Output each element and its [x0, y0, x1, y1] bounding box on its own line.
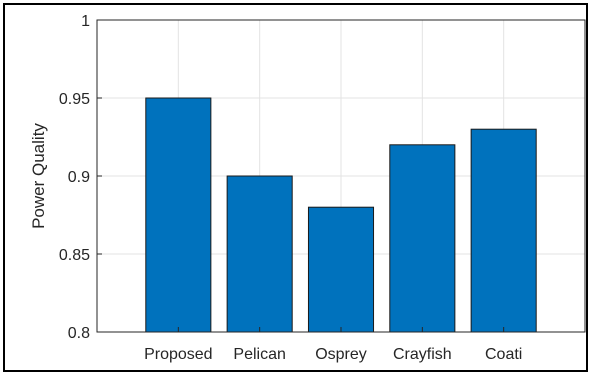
- bar-proposed: [145, 97, 212, 333]
- y-tick-label: 0.85: [59, 247, 90, 264]
- x-tick-label: Crayfish: [393, 346, 452, 363]
- y-tick-label: 0.95: [59, 91, 90, 108]
- bar-coati: [470, 128, 537, 333]
- y-ticks: 0.8 0.85 0.9 0.95 1: [59, 13, 102, 342]
- x-tick-label: Proposed: [144, 346, 213, 363]
- bar-osprey: [307, 206, 375, 333]
- x-tick-label: Pelican: [233, 346, 285, 363]
- y-axis-label: Power Quality: [29, 123, 48, 229]
- bar-pelican: [226, 175, 293, 333]
- bar-crayfish: [389, 144, 456, 333]
- x-tick-label: Coati: [485, 346, 522, 363]
- x-tick-label: Osprey: [315, 346, 367, 363]
- y-tick-label: 1: [81, 13, 90, 30]
- x-ticks: Proposed Pelican Osprey Crayfish Coati: [144, 327, 522, 363]
- y-tick-label: 0.8: [68, 325, 90, 342]
- y-tick-label: 0.9: [68, 169, 90, 186]
